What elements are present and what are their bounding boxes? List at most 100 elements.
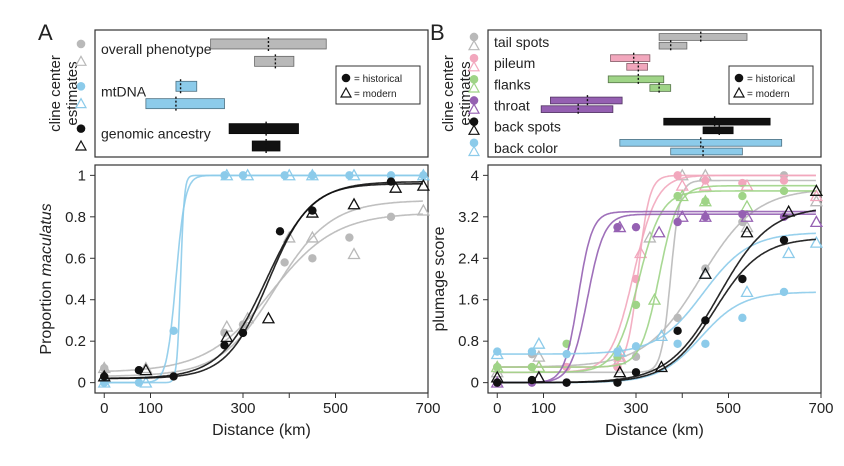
point-historical — [275, 227, 285, 236]
y-axis-label-italic: maculatus — [38, 203, 55, 276]
point-modern — [613, 344, 627, 357]
point-modern — [347, 247, 361, 260]
point-historical — [308, 254, 317, 263]
y-tick-label: 1 — [78, 167, 86, 184]
interval-bar-modern — [626, 63, 648, 71]
point-historical — [673, 217, 682, 227]
interval-bar-historical — [658, 33, 748, 41]
legend-dot-historical — [469, 117, 479, 126]
x-axis-label: Distance (km) — [605, 422, 704, 439]
trait-label: flanks — [494, 76, 531, 92]
point-historical — [738, 217, 747, 227]
point-modern — [698, 178, 712, 191]
x-tick-label: 300 — [230, 400, 255, 417]
legend-modern-label: = modern — [354, 89, 397, 100]
legend-triangle-modern — [74, 139, 88, 151]
x-tick-label: 700 — [415, 400, 440, 417]
cline-curve-modern — [494, 209, 816, 384]
point-modern — [97, 375, 111, 388]
legend-historical-dot — [341, 73, 351, 83]
legend-triangle-modern — [467, 124, 481, 135]
point-modern — [347, 168, 361, 181]
ylabel-line: cline center — [440, 55, 457, 132]
point-historical — [738, 313, 747, 323]
interval-bar-modern — [658, 41, 688, 50]
point-historical — [673, 313, 682, 323]
point-modern — [532, 336, 546, 349]
point-modern — [647, 292, 662, 305]
point-modern — [389, 180, 403, 193]
x-tick-label: 300 — [623, 400, 648, 417]
legend-triangle-modern — [467, 145, 481, 157]
point-modern — [347, 197, 361, 210]
point-modern — [654, 329, 669, 342]
ylabel-line: cline center — [47, 55, 64, 132]
point-modern — [220, 168, 234, 181]
point-modern — [282, 168, 296, 181]
interval-bar-historical — [228, 123, 299, 135]
point-modern — [220, 330, 234, 343]
legend-dot-historical — [76, 124, 86, 133]
legend-triangle-modern — [467, 81, 481, 93]
legend-triangle-modern — [467, 102, 481, 114]
legend-historical-label: = historical — [747, 74, 795, 85]
legend-modern-label: = modern — [747, 89, 790, 100]
trait-label: mtDNA — [101, 83, 147, 99]
y-axis-label-text: plumage score — [431, 226, 448, 331]
legend-historical-dot — [734, 73, 744, 83]
y-axis-label: plumage score — [431, 226, 448, 331]
point-modern — [809, 235, 823, 248]
y-axis-label-text: Proportion — [38, 276, 55, 354]
point-modern — [261, 311, 276, 324]
y-tick-label: 0.8 — [458, 333, 479, 350]
legend-dot-historical — [469, 53, 479, 63]
point-modern — [654, 360, 669, 373]
legend-box — [728, 65, 814, 105]
y-tick-label: 0.4 — [65, 292, 86, 309]
trait-label: back spots — [494, 119, 561, 135]
point-modern — [305, 205, 319, 218]
trait-label: tail spots — [494, 34, 549, 50]
x-tick-label: 0 — [100, 400, 108, 417]
point-historical — [613, 378, 622, 387]
point-historical — [308, 206, 317, 215]
point-historical — [631, 352, 641, 361]
x-tick-label: 500 — [323, 400, 348, 417]
legend-dot-historical — [469, 75, 479, 84]
x-tick-label: 100 — [138, 400, 163, 417]
point-modern — [675, 209, 689, 222]
point-modern — [416, 178, 430, 191]
plot-frame — [94, 164, 429, 394]
point-modern — [634, 246, 648, 259]
y-axis-label: Proportion maculatus — [38, 203, 55, 354]
point-historical — [345, 233, 354, 242]
y-tick-label: 0.8 — [65, 209, 86, 226]
panel-b-letter: B — [430, 20, 445, 45]
cline-curve-historical — [494, 190, 816, 374]
interval-bar-historical — [610, 54, 651, 62]
interval-ylabel: cline centerestimates — [440, 55, 474, 132]
point-modern — [698, 266, 712, 279]
point-historical — [738, 191, 747, 201]
ylabel-line: estimates — [457, 61, 474, 125]
point-historical — [779, 235, 789, 245]
point-modern — [613, 365, 627, 378]
interval-bar-historical — [607, 75, 665, 84]
y-tick-label: 3.2 — [458, 209, 479, 226]
interval-bar-historical — [550, 96, 623, 105]
point-modern — [675, 189, 689, 202]
point-modern — [305, 230, 319, 243]
point-modern — [740, 285, 754, 298]
point-modern — [740, 220, 754, 233]
interval-panel-frame — [487, 29, 822, 158]
point-historical — [631, 222, 641, 232]
y-tick-label: 1.6 — [458, 292, 479, 309]
y-tick-label: 0.2 — [65, 333, 86, 350]
point-historical — [738, 274, 747, 284]
interval-panel-frame — [94, 29, 429, 158]
interval-bar-modern — [254, 55, 295, 67]
point-modern — [282, 230, 296, 243]
point-historical — [220, 341, 229, 350]
interval-ylabel: cline centerestimates — [47, 55, 81, 132]
